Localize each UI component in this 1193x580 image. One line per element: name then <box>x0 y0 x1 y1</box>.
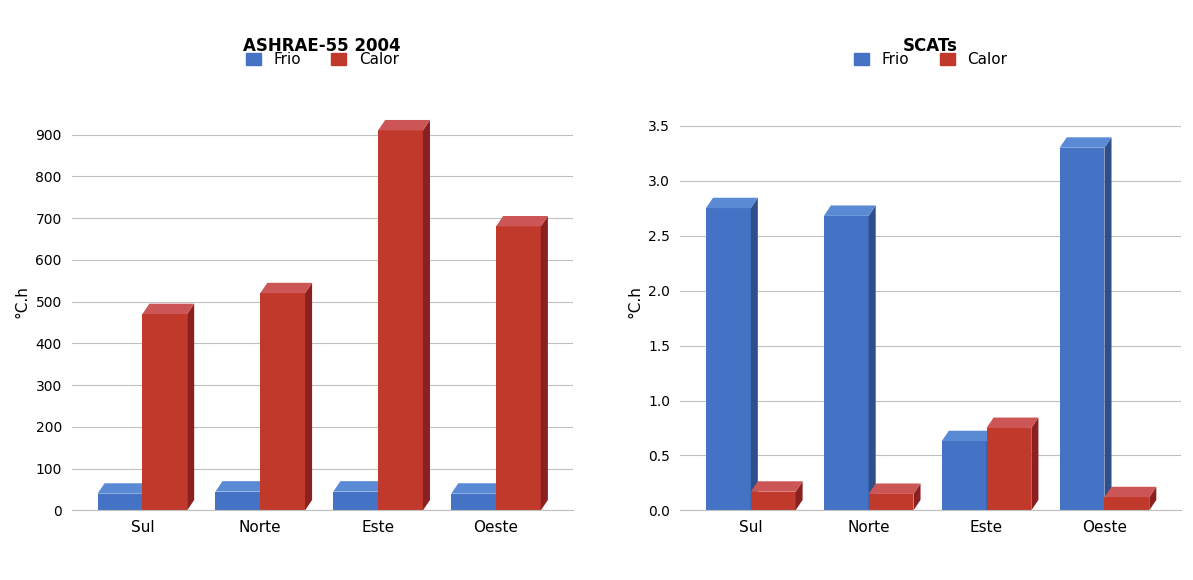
Polygon shape <box>496 216 548 226</box>
Polygon shape <box>1105 487 1156 497</box>
Bar <box>1059 148 1105 510</box>
Bar <box>260 293 305 510</box>
Polygon shape <box>98 483 149 494</box>
Polygon shape <box>333 481 385 492</box>
Polygon shape <box>540 216 548 510</box>
Polygon shape <box>796 481 803 510</box>
Polygon shape <box>706 198 758 208</box>
Polygon shape <box>496 483 503 510</box>
Polygon shape <box>914 484 921 510</box>
Polygon shape <box>142 304 194 314</box>
Polygon shape <box>378 481 385 510</box>
Polygon shape <box>305 283 313 510</box>
Polygon shape <box>750 198 758 510</box>
Polygon shape <box>1149 487 1156 510</box>
Bar <box>451 494 496 510</box>
Bar <box>333 492 378 510</box>
Polygon shape <box>260 481 267 510</box>
Legend: Frio, Calor: Frio, Calor <box>240 46 404 74</box>
Polygon shape <box>824 205 876 216</box>
Polygon shape <box>750 481 803 492</box>
Polygon shape <box>451 483 503 494</box>
Polygon shape <box>142 483 149 510</box>
Polygon shape <box>1105 137 1112 510</box>
Bar <box>941 441 987 510</box>
Polygon shape <box>1031 418 1038 510</box>
Bar <box>987 428 1031 510</box>
Polygon shape <box>941 431 994 441</box>
Title: SCATs: SCATs <box>903 37 958 55</box>
Bar <box>378 130 422 510</box>
Bar <box>824 216 869 510</box>
Bar <box>216 492 260 510</box>
Polygon shape <box>187 304 194 510</box>
Bar <box>869 494 914 510</box>
Polygon shape <box>216 481 267 492</box>
Bar <box>750 492 796 510</box>
Polygon shape <box>1059 137 1112 148</box>
Polygon shape <box>422 120 429 510</box>
Bar <box>496 226 540 510</box>
Polygon shape <box>869 205 876 510</box>
Legend: Frio, Calor: Frio, Calor <box>848 46 1013 74</box>
Polygon shape <box>869 484 921 494</box>
Polygon shape <box>987 431 994 510</box>
Bar <box>706 208 750 510</box>
Y-axis label: °C.h: °C.h <box>16 285 30 318</box>
Polygon shape <box>378 120 429 130</box>
Polygon shape <box>987 418 1038 428</box>
Bar <box>142 314 187 510</box>
Bar <box>98 494 142 510</box>
Title: ASHRAE-55 2004: ASHRAE-55 2004 <box>243 37 401 55</box>
Bar <box>1105 497 1149 510</box>
Y-axis label: °C.h: °C.h <box>628 285 643 318</box>
Polygon shape <box>260 283 313 293</box>
